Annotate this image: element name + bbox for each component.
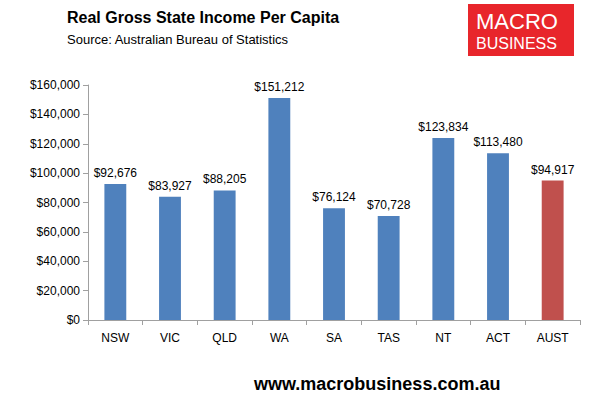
svg-text:www.macrobusiness.com.au: www.macrobusiness.com.au [253, 374, 500, 394]
svg-text:$76,124: $76,124 [312, 190, 356, 204]
svg-text:SA: SA [326, 331, 342, 345]
svg-text:MACRO: MACRO [476, 9, 558, 34]
svg-text:$120,000: $120,000 [30, 137, 80, 151]
svg-text:VIC: VIC [160, 331, 180, 345]
svg-text:BUSINESS: BUSINESS [476, 35, 557, 52]
svg-text:$140,000: $140,000 [30, 107, 80, 121]
svg-text:$0: $0 [67, 313, 81, 327]
svg-text:$94,917: $94,917 [531, 163, 575, 177]
svg-text:$60,000: $60,000 [37, 225, 81, 239]
svg-text:$92,676: $92,676 [94, 166, 138, 180]
svg-text:$83,927: $83,927 [148, 179, 192, 193]
svg-text:QLD: QLD [212, 331, 237, 345]
svg-text:$160,000: $160,000 [30, 78, 80, 92]
svg-text:ACT: ACT [486, 331, 511, 345]
svg-text:$151,212: $151,212 [254, 80, 304, 94]
svg-text:AUST: AUST [537, 331, 570, 345]
svg-text:$20,000: $20,000 [37, 284, 81, 298]
svg-text:$88,205: $88,205 [203, 172, 247, 186]
svg-text:WA: WA [270, 331, 289, 345]
svg-text:Real Gross State Income Per Ca: Real Gross State Income Per Capita [67, 9, 339, 26]
svg-text:TAS: TAS [377, 331, 399, 345]
svg-text:$123,834: $123,834 [418, 120, 468, 134]
svg-text:$70,728: $70,728 [367, 198, 411, 212]
svg-text:NSW: NSW [101, 331, 130, 345]
svg-text:$100,000: $100,000 [30, 166, 80, 180]
svg-text:$113,480: $113,480 [473, 135, 522, 149]
svg-text:$40,000: $40,000 [37, 254, 81, 268]
svg-text:$80,000: $80,000 [37, 196, 81, 210]
svg-text:NT: NT [435, 331, 452, 345]
svg-text:Source: Australian Bureau of S: Source: Australian Bureau of Statistics [67, 32, 289, 47]
